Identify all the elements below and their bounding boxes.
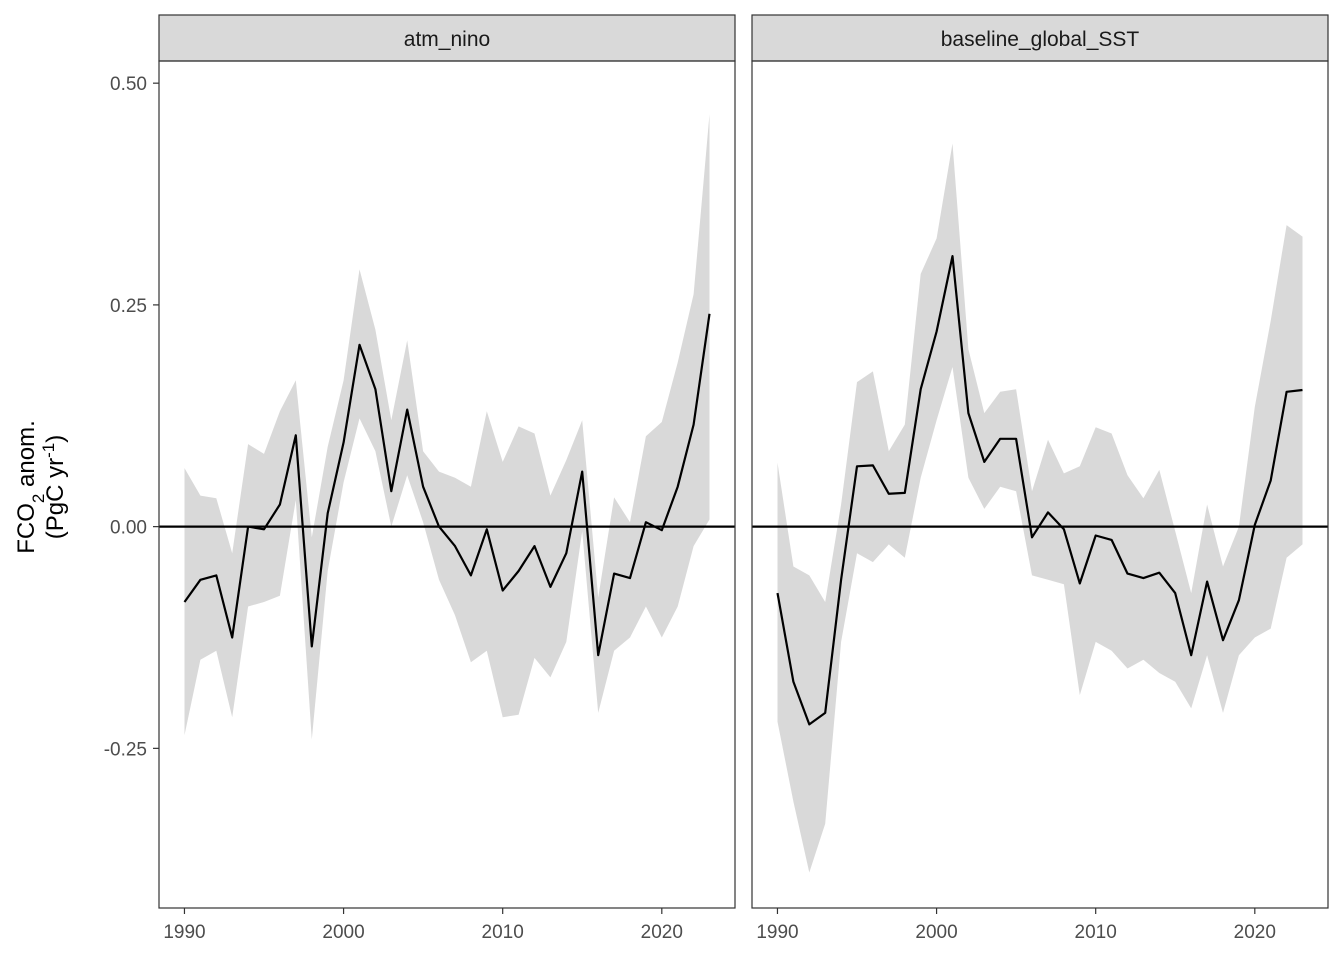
x-tick-label: 1990 [756, 922, 798, 943]
y-axis-unit-pre: (PgC yr [42, 458, 69, 539]
panel-2: baseline_global_SST 1990 2000 2010 2020 [751, 14, 1329, 943]
y-tick-label: 0.50 [110, 74, 147, 95]
facet-strip-label: atm_nino [404, 28, 490, 51]
plot-area [159, 114, 735, 740]
x-tick-label: 1990 [163, 922, 205, 943]
panel-1: atm_nino 1990 2000 2010 2020 [158, 14, 736, 943]
y-axis-title-line2: (PgC yr-1) [39, 435, 70, 539]
facet-strip [158, 14, 736, 62]
y-tick-label: -0.25 [104, 739, 147, 760]
x-tick-label: 2000 [915, 922, 957, 943]
uncertainty-ribbon [777, 143, 1303, 873]
facet-strip-label: baseline_global_SST [941, 28, 1140, 51]
y-axis-title-main: FCO [13, 503, 40, 554]
y-axis-title-rest: anom. [13, 420, 40, 493]
series-line [183, 313, 711, 657]
plot-area [752, 143, 1328, 873]
y-axis-title: FCO2 anom. (PgC yr-1) [13, 420, 69, 554]
y-axis-unit-post: ) [42, 435, 69, 443]
x-tick-label: 2020 [641, 922, 683, 943]
panel-border [751, 60, 1329, 909]
x-tick-label: 2010 [1075, 922, 1117, 943]
y-axis-unit-superscript: -1 [39, 443, 58, 458]
y-tick-label: 0.25 [110, 296, 147, 317]
series-line [776, 255, 1303, 726]
y-tick-label: 0.00 [110, 518, 147, 539]
y-axis: -0.25 0.00 0.25 0.50 [104, 74, 159, 760]
x-tick-label: 2000 [322, 922, 364, 943]
panel-border [158, 60, 736, 909]
x-tick-label: 2020 [1234, 922, 1276, 943]
x-tick-label: 2010 [482, 922, 524, 943]
uncertainty-ribbon [184, 114, 710, 740]
y-axis-title-line1: FCO2 anom. [13, 420, 48, 554]
y-axis-title-subscript: 2 [29, 494, 48, 503]
